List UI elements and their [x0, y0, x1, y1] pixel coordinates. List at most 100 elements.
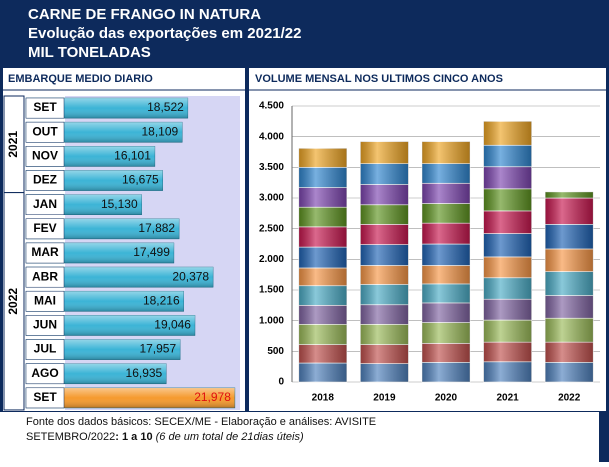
- bar-shade: [26, 315, 195, 336]
- category-label: NOV: [32, 149, 58, 163]
- segment-shade: [298, 305, 347, 325]
- chart-title: EMBARQUE MEDIO DIARIO: [8, 73, 153, 85]
- segment-shade: [421, 322, 471, 344]
- category-cell: [25, 242, 65, 264]
- header-line: Evolução das exportações em 2021/22: [28, 25, 301, 42]
- value-label: 18,109: [142, 124, 179, 138]
- segment-shade: [360, 304, 409, 325]
- segment-shade: [421, 183, 471, 204]
- y-tick-label: 2.500: [259, 223, 284, 234]
- segment-shade: [360, 324, 409, 345]
- value-label: 15,130: [101, 197, 138, 211]
- segment-shade: [545, 191, 594, 198]
- chart-title: VOLUME MENSAL NOS ULTIMOS CINCO ANOS: [255, 73, 503, 85]
- segment-shade: [298, 148, 347, 168]
- segment-shade: [421, 283, 471, 303]
- value-label: 17,499: [133, 245, 170, 259]
- segment-shade: [360, 363, 409, 382]
- segment-shade: [483, 342, 532, 362]
- category-cell: [25, 315, 65, 336]
- segment-shade: [298, 285, 347, 306]
- value-label: 18,216: [143, 293, 180, 307]
- y-tick-label: 4.000: [259, 131, 284, 142]
- category-cell: [25, 194, 65, 216]
- y-tick-label: 3.000: [259, 193, 284, 204]
- segment-shade: [545, 362, 594, 382]
- segment-shade: [298, 324, 347, 345]
- year-label: 2022: [6, 288, 20, 315]
- footer-period: (6 de um total de 21dias úteis): [153, 431, 304, 443]
- category-label: SET: [33, 390, 57, 404]
- segment-shade: [360, 344, 409, 364]
- segment-shade: [421, 163, 471, 184]
- y-tick-label: 1.000: [259, 315, 284, 326]
- footer: [0, 412, 609, 462]
- segment-shade: [421, 203, 471, 224]
- segment-shade: [360, 184, 409, 205]
- category-label: MAI: [34, 293, 56, 307]
- bar-shade: [26, 267, 214, 288]
- y-tick-label: 4.500: [259, 101, 284, 112]
- value-label: 18,522: [147, 100, 184, 114]
- bar-shade: [26, 387, 235, 408]
- bar-shade: [26, 339, 181, 360]
- category-cell: [25, 266, 65, 288]
- category-cell: [25, 387, 65, 409]
- segment-shade: [545, 295, 594, 319]
- segment-shade: [421, 265, 471, 284]
- segment-shade: [545, 318, 594, 343]
- bar-shade: [26, 122, 183, 143]
- header-line: CARNE DE FRANGO IN NATURA: [28, 6, 261, 23]
- segment-shade: [483, 320, 532, 343]
- segment-shade: [360, 265, 409, 285]
- segment-shade: [360, 244, 409, 266]
- category-label: OUT: [32, 124, 58, 138]
- segment-shade: [483, 299, 532, 321]
- segment-shade: [360, 163, 409, 185]
- y-tick-label: 3.500: [259, 162, 284, 173]
- category-cell: [25, 121, 65, 143]
- segment-shade: [545, 224, 594, 249]
- x-tick-label: 2022: [558, 393, 581, 404]
- segment-shade: [421, 141, 471, 164]
- segment-shade: [298, 267, 347, 286]
- segment-shade: [483, 233, 532, 257]
- value-label: 19,046: [154, 318, 191, 332]
- category-cell: [25, 290, 65, 312]
- footer-period: SETEMBRO/2022: 1 a 10 (6 de um total de …: [26, 431, 304, 443]
- category-cell: [25, 363, 65, 385]
- segment-shade: [360, 141, 409, 164]
- segment-shade: [483, 277, 532, 300]
- segment-shade: [298, 167, 347, 188]
- segment-shade: [545, 248, 594, 272]
- segment-shade: [298, 344, 347, 363]
- segment-shade: [483, 166, 532, 189]
- value-label: 17,882: [138, 221, 175, 235]
- category-cell: [25, 218, 65, 240]
- segment-shade: [483, 256, 532, 278]
- segment-shade: [298, 362, 347, 382]
- segment-shade: [483, 210, 532, 234]
- segment-shade: [545, 198, 594, 225]
- category-cell: [25, 170, 65, 191]
- header-line: MIL TONELADAS: [28, 44, 151, 61]
- bar-shade: [26, 98, 188, 119]
- segment-shade: [545, 342, 594, 363]
- category-cell: [25, 339, 65, 360]
- segment-shade: [545, 271, 594, 296]
- segment-shade: [421, 302, 471, 323]
- y-tick-label: 500: [267, 346, 284, 357]
- segment-shade: [298, 187, 347, 208]
- category-label: JUN: [33, 318, 57, 332]
- value-label: 20,378: [172, 269, 209, 283]
- category-cell: [25, 97, 65, 119]
- edge: [599, 412, 609, 462]
- category-label: ABR: [32, 269, 58, 283]
- segment-shade: [360, 284, 409, 305]
- segment-shade: [360, 224, 409, 245]
- category-label: AGO: [31, 366, 58, 380]
- segment-shade: [483, 121, 532, 146]
- segment-shade: [421, 244, 471, 266]
- x-tick-label: 2018: [312, 393, 335, 404]
- segment-shade: [421, 343, 471, 363]
